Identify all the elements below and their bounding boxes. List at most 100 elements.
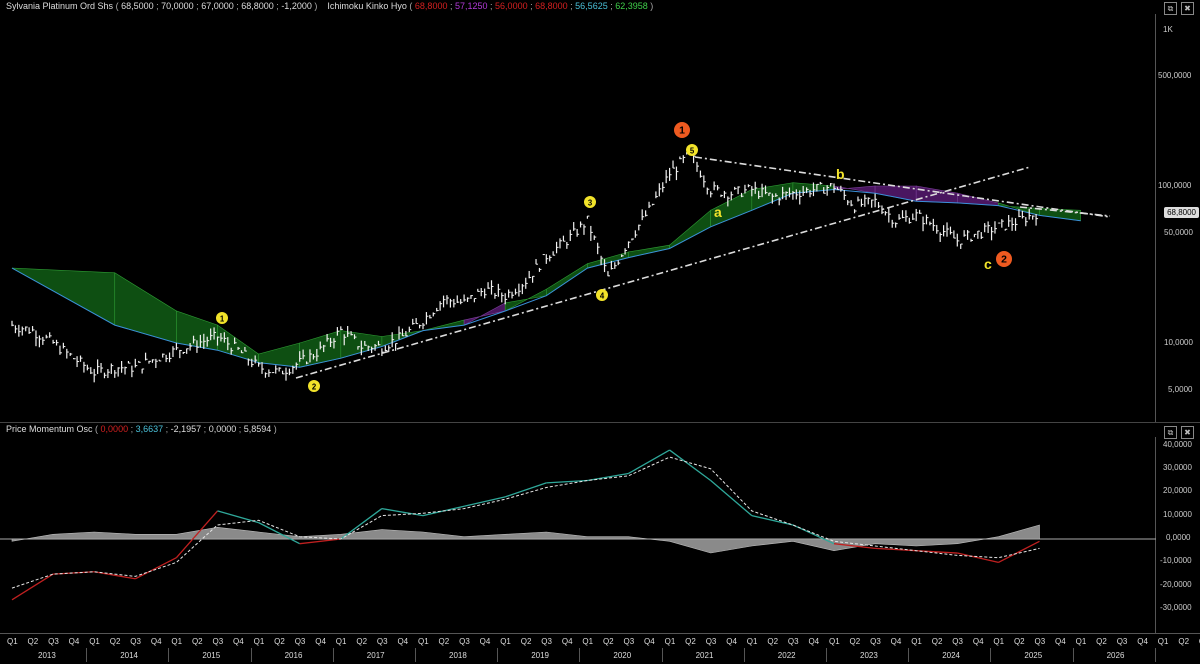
restore-icon: ⧉	[1167, 4, 1174, 13]
year-label: 2017	[366, 651, 385, 660]
ichi-value-2: 57,1250	[454, 1, 488, 11]
close-icon: ✖	[1184, 4, 1191, 13]
quarter-label: Q4	[68, 637, 80, 646]
price-axis-label: 50,0000	[1164, 228, 1193, 237]
quarter-label: Q2	[849, 637, 861, 646]
year-label: 2020	[613, 651, 632, 660]
year-divider	[579, 648, 581, 662]
price-axis-label: 500,0000	[1158, 71, 1192, 80]
momentum-line	[587, 472, 629, 482]
momentum-axis-border	[1155, 437, 1156, 633]
momentum-line	[175, 510, 218, 559]
restore-window-button[interactable]: ⧉	[1164, 2, 1177, 15]
close-window-button[interactable]: ✖	[1181, 2, 1194, 15]
price-chart-panel: Sylvania Platinum Ord Shs ( 68,5000 ; 70…	[6, 1, 1199, 422]
year-divider	[990, 648, 992, 662]
trend-line-resistance	[694, 156, 1111, 218]
quarter-label: Q4	[315, 637, 326, 646]
quarter-label: Q2	[109, 637, 121, 646]
quarter-label: Q1	[664, 637, 676, 646]
momentum-line	[669, 449, 712, 482]
quarter-label: Q3	[130, 637, 141, 646]
price-axis-border	[1155, 14, 1156, 422]
quarter-label: Q1	[89, 637, 100, 646]
quarter-label: Q4	[479, 637, 491, 646]
trend-line-short	[1019, 206, 1111, 217]
quarter-label: Q3	[1199, 637, 1200, 646]
quarter-label: Q3	[212, 637, 224, 646]
cloud-bullish	[217, 324, 259, 364]
quarter-label: Q3	[1034, 637, 1046, 646]
quarter-label: Q2	[274, 637, 285, 646]
cloud-bullish	[422, 319, 465, 331]
cloud-bullish	[587, 251, 629, 269]
restore-window-button[interactable]: ⧉	[1164, 426, 1177, 439]
wave-label-major-2: 2	[1001, 255, 1007, 266]
quarter-label: Q4	[890, 637, 902, 646]
momentum-line	[998, 540, 1040, 563]
momentum-indicator-name: Price Momentum Osc	[6, 424, 93, 434]
year-label: 2022	[777, 651, 796, 660]
year-label: 2021	[695, 651, 714, 660]
year-label: 2013	[38, 651, 56, 660]
quarter-label: Q4	[1055, 637, 1066, 646]
year-divider	[86, 648, 88, 662]
ichi-value-5: 56,5625	[575, 1, 608, 11]
osc-axis-label: 20,0000	[1163, 486, 1192, 495]
momentum-line	[504, 482, 547, 498]
year-label: 2015	[202, 651, 221, 660]
quarter-label: Q2	[1178, 637, 1190, 646]
quarter-label: Q2	[191, 637, 203, 646]
year-divider	[743, 648, 745, 662]
wave-label-5: 5	[690, 147, 695, 156]
close-icon: ✖	[1184, 428, 1191, 437]
quarter-label: Q4	[397, 637, 409, 646]
momentum-value-5: 5,8594	[243, 424, 272, 434]
quarter-label: Q2	[931, 637, 943, 646]
quarter-label: Q4	[561, 637, 573, 646]
year-divider	[1154, 648, 1156, 662]
momentum-panel: Price Momentum Osc ( 0,0000 ; 3,6637 ; -…	[0, 423, 1200, 633]
price-chart-header: Sylvania Platinum Ord Shs ( 68,5000 ; 70…	[6, 1, 654, 11]
quarter-label: Q4	[972, 637, 984, 646]
quarter-label: Q2	[685, 637, 696, 646]
price-plot: 1 2 1 2 3 4 5 a b c	[11, 122, 1111, 392]
quarter-label: Q1	[335, 637, 347, 646]
quarter-label: Q3	[541, 637, 552, 646]
cloud-bullish	[628, 244, 670, 258]
ohlc-change: -1,2000	[281, 1, 312, 11]
quarter-label: Q3	[376, 637, 388, 646]
osc-axis-label: -30,0000	[1160, 603, 1192, 612]
quarter-label: Q2	[356, 637, 368, 646]
quarter-label: Q1	[582, 637, 594, 646]
year-divider	[826, 648, 827, 662]
quarter-label: Q1	[993, 637, 1005, 646]
quarter-label: Q1	[171, 637, 183, 646]
quarter-label: Q2	[767, 637, 779, 646]
year-label: 2016	[284, 651, 303, 660]
quarter-label: Q1	[911, 637, 922, 646]
momentum-line	[463, 496, 506, 507]
momentum-line	[381, 507, 424, 517]
close-window-button[interactable]: ✖	[1181, 426, 1194, 439]
quarter-label: Q2	[27, 637, 39, 646]
momentum-line	[217, 510, 259, 524]
wave-label-a: a	[714, 204, 722, 220]
quarter-label: Q1	[1075, 637, 1087, 646]
quarter-label: Q1	[7, 637, 18, 646]
momentum-value-2: 3,6637	[135, 424, 164, 434]
cloud-bullish	[545, 263, 588, 297]
quarter-label: Q1	[253, 637, 265, 646]
momentum-line	[258, 522, 300, 545]
cloud-bearish	[874, 185, 917, 202]
wave-label-major-1: 1	[679, 126, 685, 137]
momentum-histogram	[11, 524, 1040, 554]
wave-label-3: 3	[588, 199, 593, 208]
quarter-label: Q2	[520, 637, 532, 646]
osc-axis-label: 0,0000	[1166, 533, 1191, 542]
quarter-label: Q1	[746, 637, 758, 646]
momentum-value-3: -2,1957	[170, 424, 202, 434]
year-divider	[250, 648, 252, 662]
ichi-value-6: 62,3958	[615, 1, 648, 11]
year-divider	[908, 648, 910, 662]
